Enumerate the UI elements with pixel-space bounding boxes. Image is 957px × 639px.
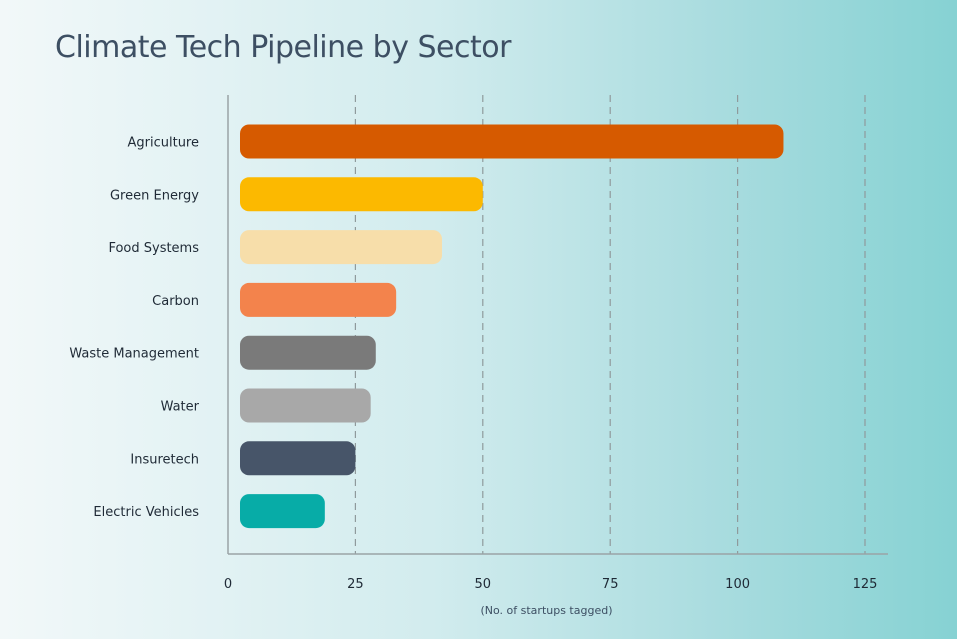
x-tick-label: 100: [725, 577, 750, 592]
bar-food-systems: [240, 230, 443, 265]
category-label: Carbon: [152, 294, 199, 309]
x-tick-label: 125: [853, 577, 878, 592]
bars: [240, 124, 784, 529]
x-tick-label: 25: [347, 577, 364, 592]
bar-agriculture: [240, 124, 784, 159]
bar-green-energy: [240, 177, 483, 212]
category-label: Water: [161, 400, 200, 415]
category-labels: Agriculture Green Energy Food Systems Carbo…: [69, 136, 199, 521]
x-axis-title: (No. of startups tagged): [480, 604, 612, 617]
axes: 0 25 50 75 100 125: [224, 95, 888, 592]
bar-carbon: [240, 282, 397, 317]
category-label: Waste Management: [69, 347, 199, 362]
chart-title: Climate Tech Pipeline by Sector: [55, 30, 511, 65]
category-label: Insuretech: [130, 452, 199, 467]
x-tick-label: 0: [224, 577, 232, 592]
bar-waste-management: [240, 335, 376, 370]
category-label: Food Systems: [108, 241, 199, 256]
x-tick-label: 50: [475, 577, 492, 592]
bar-insuretech: [240, 441, 356, 476]
x-tick-label: 75: [602, 577, 619, 592]
category-label: Agriculture: [128, 136, 200, 151]
category-label: Electric Vehicles: [93, 505, 199, 520]
bar-water: [240, 388, 371, 423]
gridlines: [354, 95, 866, 554]
category-label: Green Energy: [110, 188, 199, 203]
bar-electric-vehicles: [240, 494, 325, 529]
